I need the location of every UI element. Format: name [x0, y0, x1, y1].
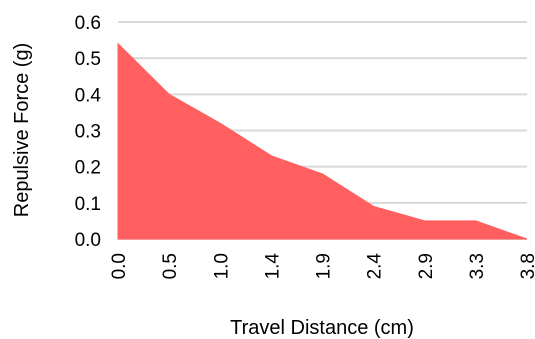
y-tick-label: 0.4 [75, 85, 102, 106]
x-tick-label: 0.0 [109, 253, 130, 279]
y-tick-labels: 0.0 0.1 0.2 0.3 0.4 0.5 0.6 [75, 13, 102, 251]
y-tick-label: 0.2 [75, 158, 101, 179]
area-series-0 [117, 42, 528, 240]
x-tick-label: 3.8 [518, 253, 535, 279]
x-tick-label: 2.9 [416, 253, 437, 279]
y-axis-title: Repulsive Force (g) [11, 43, 33, 218]
x-tick-label: 0.5 [160, 253, 181, 279]
x-tick-label: 2.4 [365, 253, 386, 280]
y-tick-label: 0.3 [75, 122, 101, 143]
x-tick-label: 1.4 [262, 253, 283, 280]
x-tick-label: 1.0 [211, 253, 232, 279]
y-tick-label: 0.0 [75, 230, 101, 251]
y-tick-label: 0.6 [75, 13, 101, 34]
y-tick-label: 0.5 [75, 49, 101, 70]
area-series [117, 42, 528, 240]
x-axis-title: Travel Distance (cm) [230, 317, 414, 339]
x-tick-label: 3.3 [467, 253, 488, 279]
y-tick-label: 0.1 [75, 194, 101, 215]
x-tick-label: 1.9 [314, 253, 335, 279]
x-tick-labels: 0.0 0.5 1.0 1.4 1.9 2.4 2.9 3.3 3.8 [109, 253, 535, 280]
